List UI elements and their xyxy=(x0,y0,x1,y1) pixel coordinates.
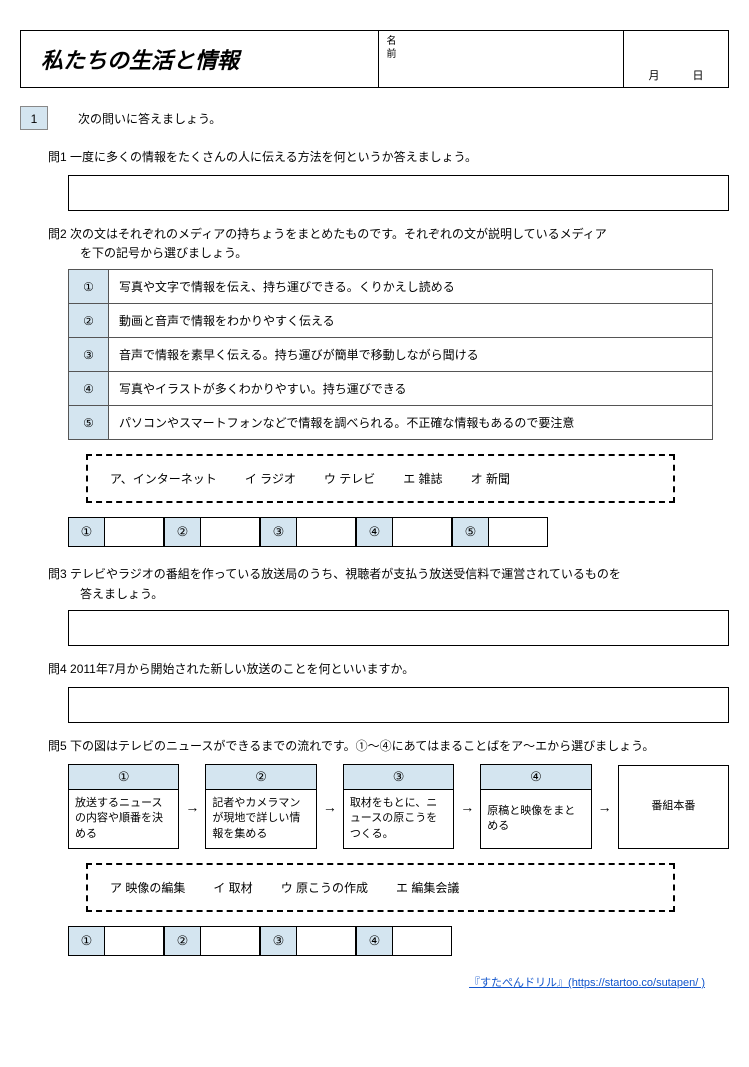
name-cell: 名 前 xyxy=(378,31,624,87)
flow-body: 取材をもとに、ニュースの原こうをつくる。 xyxy=(344,790,453,848)
arrow-icon: → xyxy=(323,799,337,815)
question-2: 問2 次の文はそれぞれのメディアの持ちょうをまとめたものです。それぞれの文が説明… xyxy=(48,225,701,261)
name-label-1: 名 xyxy=(387,36,397,47)
flow-head: ② xyxy=(206,765,315,790)
ans-num: ① xyxy=(68,926,104,956)
q2-text-2: を下の記号から選びましょう。 xyxy=(48,244,701,261)
row-text: パソコンやスマートフォンなどで情報を調べられる。不正確な情報もあるので要注意 xyxy=(109,406,713,440)
flow-body: 原稿と映像をまとめる xyxy=(481,790,590,848)
row-num: ④ xyxy=(69,372,109,406)
flow-head: ③ xyxy=(344,765,453,790)
ans-blank[interactable] xyxy=(200,517,260,547)
row-text: 動画と音声で情報をわかりやすく伝える xyxy=(109,304,713,338)
flow-body: 記者やカメラマンが現地で詳しい情報を集める xyxy=(206,790,315,848)
section-intro: 1 次の問いに答えましょう。 xyxy=(20,106,729,130)
worksheet-header: 私たちの生活と情報 名 前 月 日 xyxy=(20,30,729,88)
section-number: 1 xyxy=(20,106,48,130)
ans-num: ④ xyxy=(356,517,392,547)
row-num: ① xyxy=(69,270,109,304)
month-label: 月 xyxy=(649,67,660,83)
flow-box: ②記者やカメラマンが現地で詳しい情報を集める xyxy=(205,764,316,849)
ans-blank[interactable] xyxy=(296,926,356,956)
row-text: 写真や文字で情報を伝え、持ち運びできる。くりかえし読める xyxy=(109,270,713,304)
row-num: ③ xyxy=(69,338,109,372)
q1-label: 問1 xyxy=(48,150,67,164)
ans-num: ④ xyxy=(356,926,392,956)
question-5: 問5 下の図はテレビのニュースができるまでの流れです。①～④にあてはまることばを… xyxy=(48,737,701,756)
arrow-icon: → xyxy=(185,799,199,815)
ans-blank[interactable] xyxy=(296,517,356,547)
flow-body: 番組本番 xyxy=(619,766,728,848)
ans-num: ② xyxy=(164,926,200,956)
table-row: ⑤パソコンやスマートフォンなどで情報を調べられる。不正確な情報もあるので要注意 xyxy=(69,406,713,440)
q2-label: 問2 xyxy=(48,227,67,241)
choice: ア 映像の編集 xyxy=(110,879,185,896)
media-table: ①写真や文字で情報を伝え、持ち運びできる。くりかえし読める ②動画と音声で情報を… xyxy=(68,269,713,440)
ans-blank[interactable] xyxy=(104,517,164,547)
flow-box: ③取材をもとに、ニュースの原こうをつくる。 xyxy=(343,764,454,849)
arrow-icon: → xyxy=(460,799,474,815)
table-row: ②動画と音声で情報をわかりやすく伝える xyxy=(69,304,713,338)
q2-choices-box: ア、インターネット イ ラジオ ウ テレビ エ 雑誌 オ 新聞 xyxy=(86,454,675,503)
flow-box: 番組本番 xyxy=(618,765,729,849)
q5-text: 下の図はテレビのニュースができるまでの流れです。①～④にあてはまることばをア～エ… xyxy=(70,739,654,753)
question-4: 問4 2011年7月から開始された新しい放送のことを何といいますか。 xyxy=(48,660,701,679)
choice: エ 雑誌 xyxy=(403,470,442,487)
day-label: 日 xyxy=(693,67,704,83)
choice: ウ 原こうの作成 xyxy=(281,879,368,896)
ans-num: ③ xyxy=(260,517,296,547)
question-3: 問3 テレビやラジオの番組を作っている放送局のうち、視聴者が支払う放送受信料で運… xyxy=(48,565,701,601)
choice: オ 新聞 xyxy=(471,470,510,487)
table-row: ④写真やイラストが多くわかりやすい。持ち運びできる xyxy=(69,372,713,406)
ans-blank[interactable] xyxy=(488,517,548,547)
table-row: ③音声で情報を素早く伝える。持ち運びが簡単で移動しながら聞ける xyxy=(69,338,713,372)
choice: ウ テレビ xyxy=(324,470,375,487)
ans-blank[interactable] xyxy=(392,926,452,956)
ans-num: ② xyxy=(164,517,200,547)
row-text: 音声で情報を素早く伝える。持ち運びが簡単で移動しながら聞ける xyxy=(109,338,713,372)
arrow-icon: → xyxy=(598,799,612,815)
flow-row: ①放送するニュースの内容や順番を決める → ②記者やカメラマンが現地で詳しい情報… xyxy=(68,764,729,849)
section-intro-text: 次の問いに答えましょう。 xyxy=(78,110,221,127)
choice: エ 編集会議 xyxy=(396,879,459,896)
ans-num: ③ xyxy=(260,926,296,956)
q4-answer-box[interactable] xyxy=(68,687,729,723)
q1-answer-box[interactable] xyxy=(68,175,729,211)
flow-body: 放送するニュースの内容や順番を決める xyxy=(69,790,178,848)
choice: イ ラジオ xyxy=(245,470,296,487)
table-row: ①写真や文字で情報を伝え、持ち運びできる。くりかえし読める xyxy=(69,270,713,304)
ans-num: ① xyxy=(68,517,104,547)
flow-head: ① xyxy=(69,765,178,790)
row-num: ② xyxy=(69,304,109,338)
q2-text-1: 次の文はそれぞれのメディアの持ちょうをまとめたものです。それぞれの文が説明してい… xyxy=(70,227,607,241)
question-1: 問1 一度に多くの情報をたくさんの人に伝える方法を何というか答えましょう。 xyxy=(48,148,701,167)
title-cell: 私たちの生活と情報 xyxy=(21,31,378,87)
q5-choices-box: ア 映像の編集 イ 取材 ウ 原こうの作成 エ 編集会議 xyxy=(86,863,675,912)
worksheet-title: 私たちの生活と情報 xyxy=(41,43,358,75)
flow-box: ①放送するニュースの内容や順番を決める xyxy=(68,764,179,849)
date-cell: 月 日 xyxy=(623,31,728,87)
row-num: ⑤ xyxy=(69,406,109,440)
q2-answer-grid: ① ② ③ ④ ⑤ xyxy=(68,517,729,547)
ans-blank[interactable] xyxy=(392,517,452,547)
choice: イ 取材 xyxy=(213,879,252,896)
name-label-2: 前 xyxy=(387,49,397,60)
q3-label: 問3 xyxy=(48,567,67,581)
ans-blank[interactable] xyxy=(200,926,260,956)
flow-head: ④ xyxy=(481,765,590,790)
flow-box: ④原稿と映像をまとめる xyxy=(480,764,591,849)
choice: ア、インターネット xyxy=(110,470,217,487)
ans-num: ⑤ xyxy=(452,517,488,547)
q3-text-1: テレビやラジオの番組を作っている放送局のうち、視聴者が支払う放送受信料で運営され… xyxy=(70,567,621,581)
q5-answer-grid: ① ② ③ ④ xyxy=(68,926,729,956)
footer-link[interactable]: 『すたぺんドリル』(https://startoo.co/sutapen/ ) xyxy=(20,974,729,990)
q4-text: 2011年7月から開始された新しい放送のことを何といいますか。 xyxy=(70,662,414,676)
q4-label: 問4 xyxy=(48,662,67,676)
ans-blank[interactable] xyxy=(104,926,164,956)
q3-answer-box[interactable] xyxy=(68,610,729,646)
q5-label: 問5 xyxy=(48,739,67,753)
q3-text-2: 答えましょう。 xyxy=(48,585,701,602)
row-text: 写真やイラストが多くわかりやすい。持ち運びできる xyxy=(109,372,713,406)
q1-text: 一度に多くの情報をたくさんの人に伝える方法を何というか答えましょう。 xyxy=(70,150,477,164)
